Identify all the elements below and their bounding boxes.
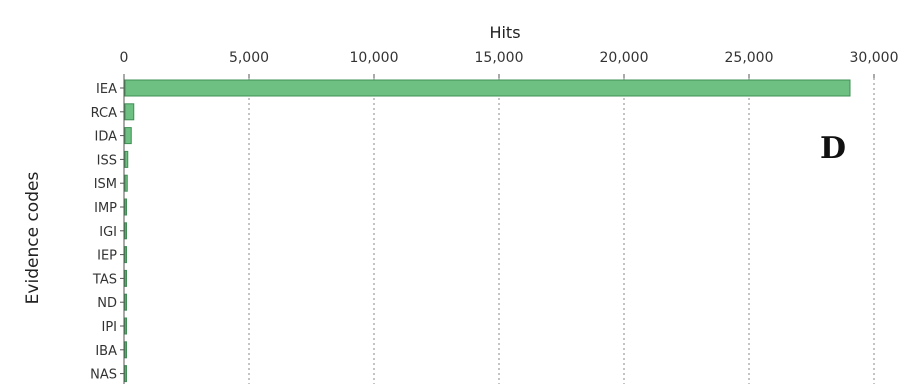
bar-igi [124,222,127,240]
y-axis-title: Evidence codes [23,172,43,305]
bars-layer [124,79,851,383]
bar-tas [124,269,127,287]
x-tick-label: 0 [120,50,129,66]
bar-iep [124,246,127,264]
bar-rca [124,103,135,121]
bar-ism [124,174,128,192]
category-label-iba: IBA [95,344,117,359]
category-label-nd: ND [97,296,117,311]
x-tick-label: 25,000 [725,50,774,66]
bar-nas [124,365,127,383]
bar-nd [124,293,127,311]
category-label-iea: IEA [96,82,117,97]
bar-imp [124,198,127,216]
x-tick-label: 5,000 [229,50,269,66]
panel-label: D [820,131,846,166]
category-label-ism: ISM [94,177,117,192]
category-label-igi: IGI [99,225,117,240]
axis-layer: 0 5,000 10,000 15,000 20,000 25,000 30,000 IEA R… [90,50,899,384]
category-label-tas: TAS [92,272,117,287]
x-axis-title: Hits [489,23,520,42]
bar-iba [124,341,127,359]
category-label-iep: IEP [97,249,117,264]
bar-ipi [124,317,127,335]
x-tick-label: 30,000 [850,50,899,66]
x-tick-label: 15,000 [475,50,524,66]
category-label-rca: RCA [91,106,117,121]
grid-layer [248,78,875,384]
bar-iss [124,150,129,168]
bar-iea [124,79,851,97]
category-label-iss: ISS [97,153,117,168]
x-tick-label: 20,000 [600,50,649,66]
bar-ida [124,127,132,145]
category-label-ida: IDA [94,130,117,145]
x-tick-label: 10,000 [350,50,399,66]
category-label-ipi: IPI [101,320,117,335]
category-label-nas: NAS [90,368,117,383]
category-label-imp: IMP [94,201,117,216]
